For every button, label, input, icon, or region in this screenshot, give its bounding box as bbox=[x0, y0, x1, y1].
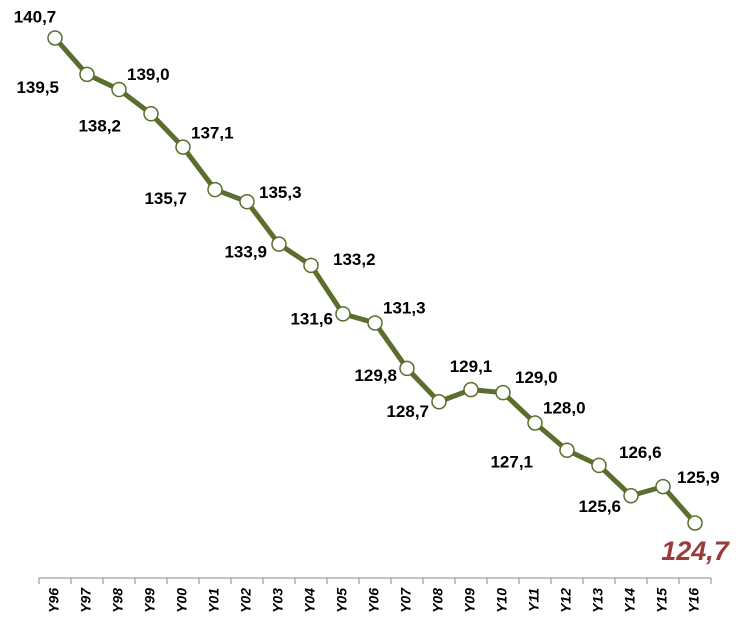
x-tick-label: Y15 bbox=[654, 588, 670, 613]
x-tick-label: Y03 bbox=[270, 588, 286, 613]
data-label: 126,6 bbox=[619, 443, 662, 462]
data-label: 125,6 bbox=[578, 497, 621, 516]
x-tick-label: Y14 bbox=[622, 588, 638, 613]
data-label: 128,0 bbox=[543, 398, 586, 417]
marker bbox=[623, 487, 639, 504]
marker bbox=[47, 30, 63, 46]
x-tick-label: Y99 bbox=[142, 588, 158, 613]
marker bbox=[655, 478, 671, 495]
data-label: 137,1 bbox=[191, 124, 234, 143]
x-tick-label: Y04 bbox=[302, 588, 318, 613]
x-tick-label: Y13 bbox=[590, 588, 606, 613]
data-label: 135,3 bbox=[259, 183, 302, 202]
marker bbox=[335, 306, 351, 322]
marker bbox=[79, 66, 95, 83]
x-tick-label: Y01 bbox=[206, 588, 222, 613]
x-tick-label: Y00 bbox=[174, 588, 190, 613]
data-label: 135,7 bbox=[144, 189, 187, 208]
x-tick-label: Y02 bbox=[238, 588, 254, 613]
data-label: 125,9 bbox=[677, 468, 720, 487]
data-label: 127,1 bbox=[490, 453, 533, 472]
data-label: 131,3 bbox=[383, 298, 426, 317]
data-label: 128,7 bbox=[386, 402, 429, 421]
x-tick-label: Y10 bbox=[494, 588, 510, 613]
marker bbox=[527, 415, 543, 431]
marker bbox=[303, 257, 319, 274]
x-tick-label: Y06 bbox=[366, 588, 382, 613]
marker bbox=[431, 394, 447, 410]
marker bbox=[367, 315, 383, 331]
data-label: 129,8 bbox=[354, 366, 397, 385]
data-label: 133,2 bbox=[333, 250, 376, 269]
marker bbox=[495, 384, 511, 401]
marker bbox=[175, 139, 191, 155]
data-label: 140,7 bbox=[14, 7, 57, 26]
marker bbox=[271, 236, 287, 252]
highlight-label: 124,7 bbox=[661, 536, 731, 566]
x-tick-label: Y12 bbox=[558, 588, 574, 613]
data-label: 139,5 bbox=[16, 78, 59, 97]
marker bbox=[687, 515, 703, 531]
x-tick-label: Y05 bbox=[334, 588, 350, 613]
marker bbox=[399, 360, 415, 377]
marker bbox=[463, 381, 479, 398]
data-label: 129,1 bbox=[450, 357, 493, 376]
x-tick-label: Y09 bbox=[462, 588, 478, 613]
x-tick-label: Y07 bbox=[398, 587, 414, 613]
x-tick-label: Y98 bbox=[110, 588, 126, 613]
data-label: 139,0 bbox=[127, 65, 170, 84]
data-label: 131,6 bbox=[290, 309, 333, 328]
marker bbox=[111, 81, 127, 98]
marker bbox=[591, 457, 607, 474]
marker bbox=[239, 193, 255, 210]
marker bbox=[559, 442, 575, 458]
marker bbox=[207, 181, 223, 198]
x-tick-label: Y97 bbox=[78, 587, 94, 613]
x-tick-label: Y16 bbox=[686, 588, 702, 613]
data-label: 129,0 bbox=[515, 368, 558, 387]
data-label: 133,9 bbox=[224, 243, 267, 262]
marker bbox=[143, 106, 159, 122]
data-label: 138,2 bbox=[78, 116, 121, 135]
x-tick-label: Y96 bbox=[46, 588, 62, 613]
x-tick-label: Y08 bbox=[430, 588, 446, 613]
x-tick-label: Y11 bbox=[526, 588, 542, 612]
